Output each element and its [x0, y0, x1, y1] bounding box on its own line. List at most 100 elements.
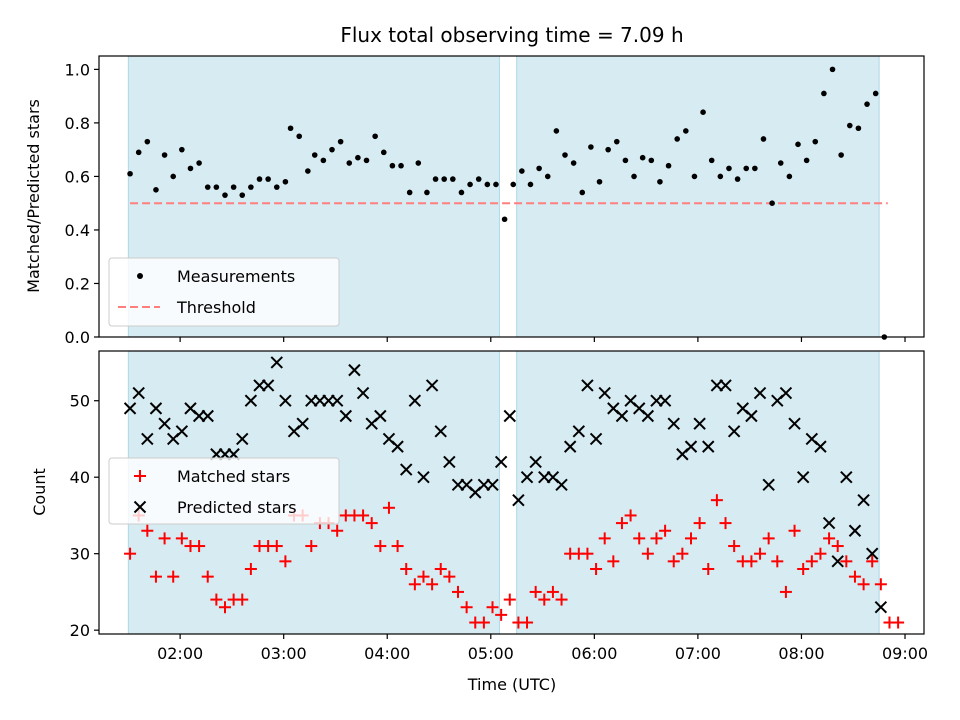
measurement-point: [674, 136, 680, 142]
measurement-point: [562, 152, 568, 158]
measurement-point: [717, 173, 724, 180]
matched-star-marker: [201, 570, 214, 583]
predicted-star-marker: [158, 417, 171, 430]
predicted-star-marker: [425, 379, 439, 392]
measurement-point: [838, 152, 844, 158]
matched-star-marker: [357, 509, 370, 522]
measurement-point: [389, 162, 396, 169]
measurement-point: [613, 138, 620, 145]
observing-interval-2: [516, 350, 880, 635]
measurement-point: [296, 133, 303, 140]
matched-star-marker: [745, 555, 758, 568]
predicted-star-marker: [745, 409, 758, 423]
legend-label-matched: Matched stars: [177, 467, 290, 486]
predicted-star-marker: [296, 417, 309, 430]
legend-marker-measurements: [137, 273, 143, 279]
predicted-star-marker: [529, 455, 542, 469]
matched-star-marker: [244, 562, 257, 575]
matched-star-marker: [667, 555, 680, 568]
measurement-point: [657, 178, 663, 185]
measurement-point: [631, 173, 637, 180]
measurement-point: [467, 181, 473, 188]
measurement-point: [265, 176, 271, 182]
matched-star-marker: [633, 532, 646, 545]
matched-star-marker: [305, 540, 318, 553]
matched-star-marker: [555, 593, 568, 606]
measurement-point: [639, 154, 646, 161]
matched-star-marker: [840, 555, 853, 568]
measurement-point: [415, 160, 422, 166]
matched-star-marker: [210, 593, 223, 606]
measurement-points: [127, 66, 888, 340]
matched-star-marker: [797, 562, 810, 575]
measurement-point: [795, 141, 801, 148]
matched-star-marker: [141, 524, 154, 537]
top-y-ticks: 0.0 0.2 0.4 0.6 0.8 1.0: [65, 60, 99, 347]
measurement-point: [153, 187, 159, 193]
measurement-point: [329, 146, 335, 153]
x-axis-label: Time (UTC): [467, 675, 556, 694]
measurement-point: [648, 157, 655, 164]
predicted-star-marker: [512, 493, 525, 507]
x-tick-label: 04:00: [364, 644, 410, 663]
predicted-star-marker: [667, 417, 680, 430]
predicted-star-marker: [831, 555, 844, 568]
predicted-star-marker: [848, 524, 862, 537]
measurement-point: [570, 160, 577, 166]
matched-star-marker: [650, 532, 663, 545]
measurement-point: [179, 146, 185, 153]
measurement-point: [346, 160, 353, 166]
matched-star-marker: [460, 601, 473, 614]
measurement-point: [305, 168, 311, 174]
predicted-star-marker: [348, 363, 361, 377]
measurement-point: [355, 154, 361, 161]
measurement-point: [256, 176, 263, 182]
matched-star-marker: [805, 555, 818, 568]
measurement-point: [821, 90, 827, 97]
measurement-point: [872, 90, 879, 97]
measurement-point: [239, 192, 246, 198]
plot-title: Flux total observing time = 7.09 h: [340, 23, 683, 47]
predicted-star-marker: [598, 386, 611, 400]
bottom-y-ticks: 20 30 40 50: [70, 392, 99, 640]
matched-star-marker: [693, 517, 706, 530]
matched-star-marker: [719, 517, 732, 530]
measurement-point: [622, 157, 629, 164]
matched-star-marker: [771, 555, 784, 568]
predicted-star-marker: [417, 470, 430, 484]
measurement-point: [734, 176, 741, 182]
matched-star-marker: [426, 578, 439, 591]
matched-star-marker: [331, 524, 344, 537]
matched-star-marker: [486, 601, 499, 614]
bottom-axes-frame: [98, 350, 925, 635]
measurement-point: [493, 181, 499, 188]
bottom-y-tick-label: 20: [70, 621, 90, 640]
predicted-star-marker: [702, 440, 715, 453]
predicted-star-marker: [391, 440, 404, 453]
predicted-star-marker: [374, 409, 387, 423]
measurement-point: [510, 181, 517, 188]
measurement-point: [752, 165, 758, 172]
predicted-star-marker: [857, 493, 870, 507]
measurement-point: [337, 138, 344, 145]
x-tick-label: 07:00: [675, 644, 721, 663]
measurement-point: [536, 165, 542, 172]
matched-star-marker: [391, 540, 404, 553]
measurement-point: [855, 125, 862, 132]
predicted-star-marker: [201, 409, 214, 423]
bottom-y-tick-label: 40: [70, 468, 90, 487]
matched-star-marker: [615, 517, 628, 530]
x-tick-label: 08:00: [778, 644, 824, 663]
predicted-star-marker: [555, 478, 568, 492]
predicted-star-marker: [132, 386, 145, 400]
measurement-point: [144, 138, 151, 145]
matched-star-marker: [495, 608, 508, 621]
top-panel: 0.0 0.2 0.4 0.6 0.8 1.0 Matched/Predicted sta…: [24, 55, 925, 347]
bottom-y-tick-label: 30: [70, 545, 90, 564]
predicted-star-marker: [141, 432, 154, 446]
measurement-point: [380, 149, 387, 156]
observing-interval-2: [516, 55, 880, 338]
predicted-star-marker: [503, 409, 516, 423]
measurement-point: [170, 173, 177, 180]
